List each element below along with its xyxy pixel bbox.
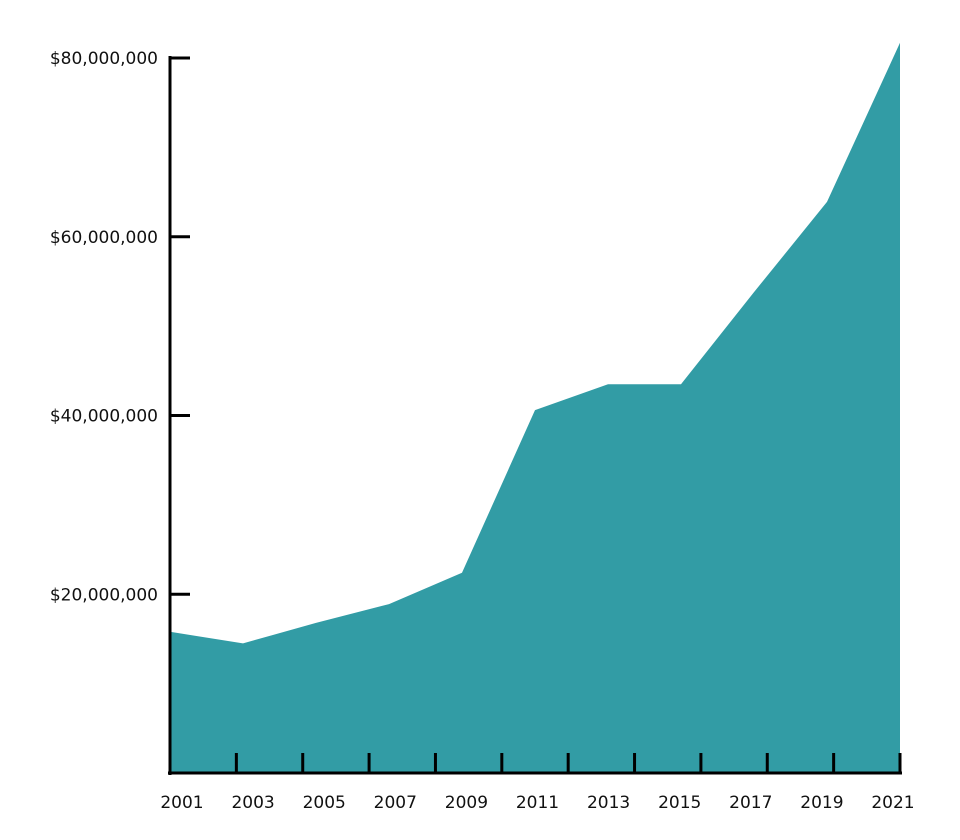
y-tick-label: $80,000,000 (50, 49, 158, 69)
x-tick-label: 2001 (160, 793, 203, 813)
y-tick-label: $20,000,000 (50, 585, 158, 605)
x-tick-label: 2009 (445, 793, 488, 813)
x-tick-label: 2021 (871, 793, 914, 813)
x-tick-label: 2017 (729, 793, 772, 813)
area-layer (170, 42, 900, 774)
x-tick-label: 2011 (516, 793, 559, 813)
area-series (170, 42, 900, 774)
x-tick-label: 2003 (231, 793, 274, 813)
x-tick-label: 2015 (658, 793, 701, 813)
x-tick-label: 2007 (374, 793, 417, 813)
x-tick-label: 2013 (587, 793, 630, 813)
x-tick-label: 2019 (800, 793, 843, 813)
y-tick-label: $40,000,000 (50, 407, 158, 427)
y-tick-label: $60,000,000 (50, 228, 158, 248)
axis-layer (168, 56, 902, 775)
x-tick-label: 2005 (303, 793, 346, 813)
label-layer: $20,000,000 $40,000,000 $60,000,000 $80,000… (50, 49, 915, 813)
